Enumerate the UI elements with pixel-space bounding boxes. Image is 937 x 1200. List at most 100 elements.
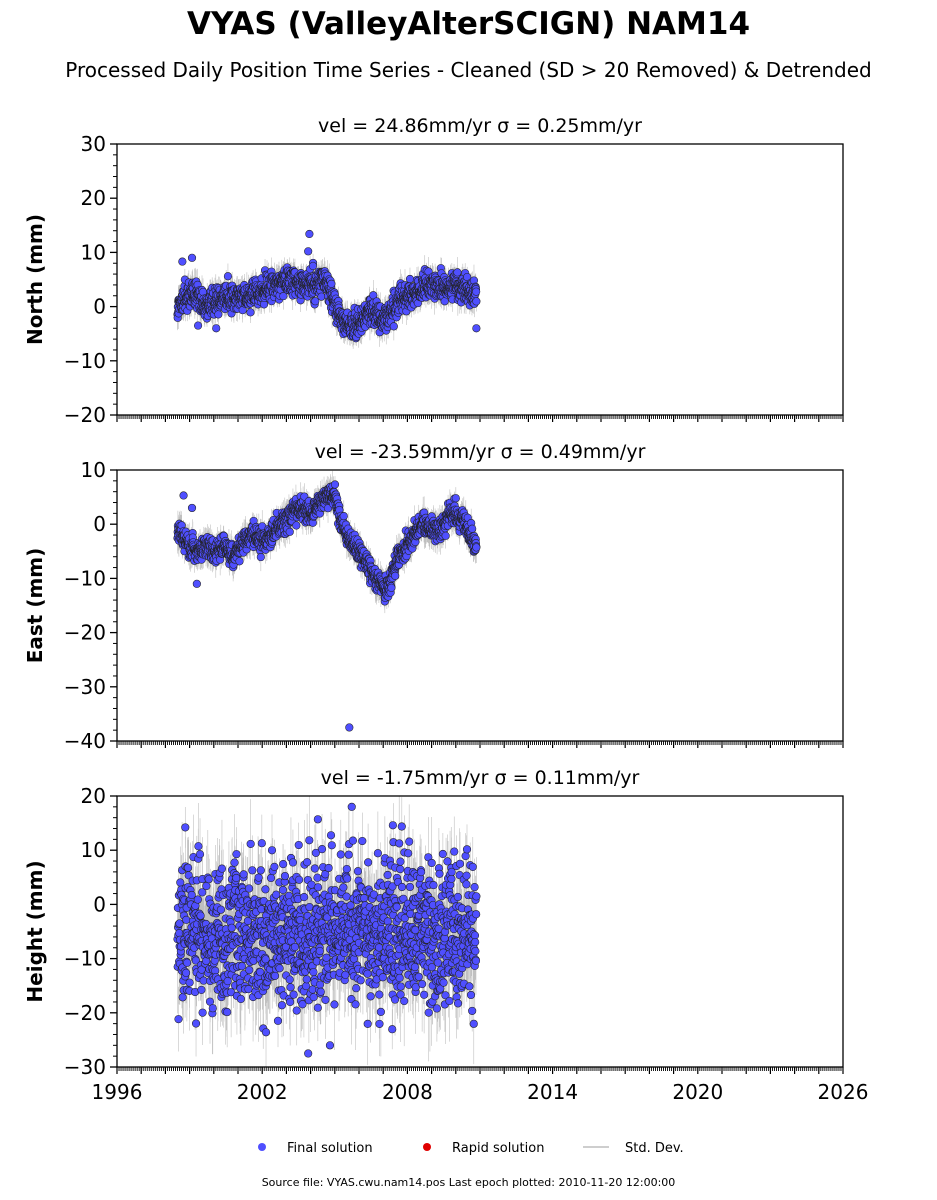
data-point (405, 882, 415, 892)
y-tick-label: −30 (64, 675, 106, 699)
data-point (336, 850, 345, 859)
data-point (198, 888, 207, 897)
data-point (399, 894, 408, 903)
data-point (309, 993, 318, 1002)
axes-frame (116, 469, 844, 742)
data-point (223, 976, 232, 986)
data-point (270, 862, 279, 871)
data-point (330, 1000, 339, 1009)
data-point (208, 1004, 217, 1013)
data-point (212, 324, 221, 333)
data-point (405, 274, 415, 284)
data-point (286, 997, 295, 1007)
panel-velocity-title: vel = 24.86mm/yr σ = 0.25mm/yr (318, 115, 642, 137)
data-point (244, 985, 253, 994)
data-point (316, 987, 325, 996)
y-tick-label: −20 (64, 403, 106, 427)
data-point (462, 845, 472, 854)
x-tick-label: 2026 (818, 1080, 869, 1104)
data-point (236, 994, 245, 1004)
data-point (465, 982, 474, 991)
data-point (391, 571, 400, 580)
data-point (298, 1000, 307, 1009)
data-point (387, 583, 396, 592)
data-point (376, 1007, 385, 1016)
y-tick-label: −40 (64, 729, 106, 753)
data-point (410, 963, 420, 972)
data-point (248, 866, 257, 875)
data-point (389, 322, 398, 331)
data-point (278, 885, 288, 895)
data-point (303, 858, 312, 867)
data-point (472, 910, 481, 919)
data-point (266, 873, 276, 883)
data-point (400, 996, 409, 1006)
data-point (396, 990, 405, 999)
data-point (326, 831, 336, 840)
data-point (453, 892, 462, 902)
data-point (463, 272, 472, 282)
data-point (461, 851, 470, 861)
data-point (471, 956, 481, 965)
data-point (378, 973, 387, 982)
y-tick-label: −10 (64, 349, 106, 373)
data-point (435, 869, 444, 878)
data-point (214, 310, 223, 319)
data-point (232, 873, 241, 883)
y-tick-label: −10 (64, 566, 106, 590)
data-point (290, 942, 300, 952)
data-point (325, 1041, 335, 1050)
data-point (373, 849, 382, 858)
data-point (193, 895, 202, 904)
chart-subtitle: Processed Daily Position Time Series - C… (65, 58, 872, 82)
data-point (324, 863, 333, 873)
data-point (363, 969, 372, 978)
data-point (440, 297, 449, 306)
data-point (427, 963, 436, 972)
data-point (288, 858, 298, 867)
y-tick-label: 0 (93, 892, 106, 916)
data-point (470, 883, 479, 892)
data-point (344, 850, 353, 859)
data-point (468, 524, 477, 533)
data-point (343, 874, 352, 883)
data-point (433, 958, 442, 967)
data-point (342, 892, 351, 901)
data-point (472, 287, 481, 296)
data-point (395, 839, 404, 848)
legend: Final solution Rapid solution Std. Dev. (258, 1141, 684, 1156)
data-point (181, 823, 190, 832)
y-tick-label: 20 (81, 784, 106, 808)
data-point (472, 297, 481, 306)
data-point (353, 867, 363, 876)
data-point (289, 990, 298, 999)
data-point (315, 946, 324, 956)
data-point (256, 866, 265, 875)
data-point (246, 308, 255, 317)
data-point (292, 521, 301, 530)
data-point (178, 257, 187, 266)
data-point (187, 503, 197, 513)
x-tick-label: 2008 (382, 1080, 433, 1104)
data-point (347, 802, 356, 811)
data-point (216, 905, 226, 914)
data-point (196, 911, 205, 920)
data-point (227, 988, 236, 997)
data-point (432, 1004, 441, 1013)
y-tick-label: −30 (64, 1055, 106, 1079)
y-tick-label: 10 (81, 458, 106, 482)
data-point (388, 821, 397, 830)
data-point (191, 1019, 201, 1028)
data-point (294, 840, 303, 850)
data-point (223, 1008, 232, 1017)
data-point (363, 1019, 372, 1028)
data-point (317, 845, 327, 854)
data-point (472, 543, 481, 552)
legend-label: Final solution (287, 1141, 373, 1156)
data-point (181, 968, 191, 977)
series-final-solution (173, 229, 481, 349)
data-point (185, 978, 194, 987)
data-point (254, 873, 263, 882)
